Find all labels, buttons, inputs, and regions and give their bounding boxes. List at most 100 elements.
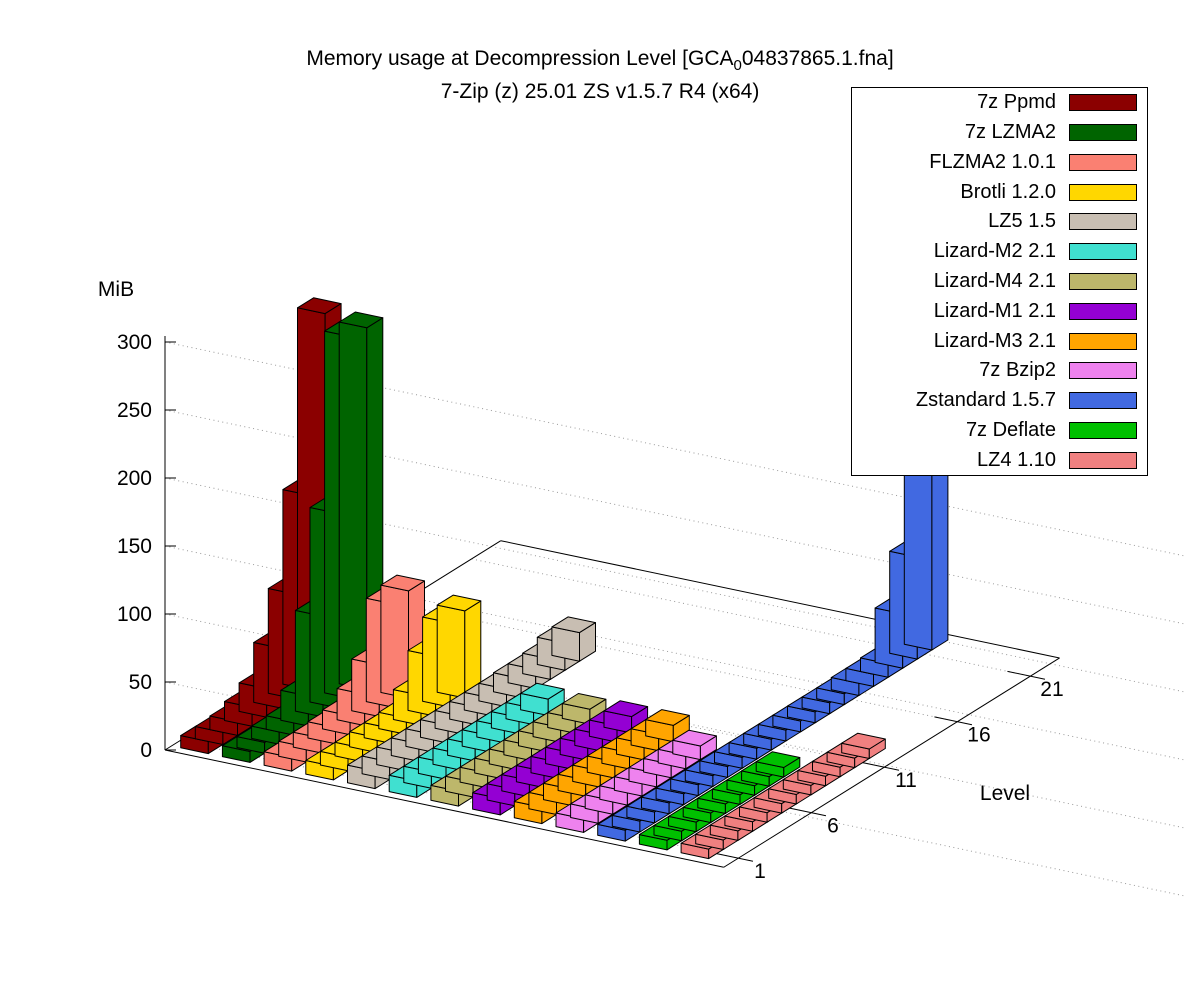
series-7z-deflate <box>638 751 801 851</box>
x-tick-label: 1 <box>754 860 766 883</box>
legend-entry: LZ5 1.5 <box>852 210 1147 233</box>
x-tick <box>861 761 900 771</box>
legend-swatch <box>1069 332 1137 350</box>
legend-label: LZ5 1.5 <box>988 210 1056 233</box>
legend-label: Lizard-M2 2.1 <box>933 240 1056 263</box>
z-tick-label: 300 <box>117 331 152 354</box>
legend-label: Lizard-M3 2.1 <box>933 329 1056 352</box>
bar-face-top <box>561 693 607 710</box>
legend-label: Zstandard 1.5.7 <box>915 389 1056 412</box>
legend-swatch <box>1069 272 1137 290</box>
legend-swatch <box>1069 243 1137 261</box>
x-tick-label: 11 <box>895 769 917 792</box>
legend-label: LZ4 1.10 <box>977 448 1056 471</box>
legend-label: 7z LZMA2 <box>964 121 1056 144</box>
series-zstandard-1-5-7 <box>597 444 949 842</box>
bar-face-top <box>645 709 690 726</box>
legend-swatch <box>1069 213 1137 231</box>
legend-entry: 7z Ppmd <box>852 91 1147 114</box>
bar-face-top <box>380 574 425 592</box>
z-gridline <box>164 545 1186 761</box>
z-tick-label: 200 <box>117 467 152 490</box>
x-tick-label: 16 <box>967 724 990 747</box>
x-tick-label: 6 <box>827 815 839 838</box>
bar-face-side <box>338 321 368 691</box>
series-brotli-1-2-0 <box>305 594 482 781</box>
bar-face-top <box>755 751 801 768</box>
z-gridline <box>164 681 1186 897</box>
legend-entry: Brotli 1.2.0 <box>852 181 1147 203</box>
legend-entry: 7z LZMA2 <box>852 121 1147 144</box>
bar-face-front <box>931 450 949 651</box>
legend-entry: Lizard-M1 2.1 <box>852 300 1147 322</box>
legend-label: Lizard-M1 2.1 <box>933 299 1056 322</box>
floor-edge <box>723 657 1060 868</box>
series-lizard-m1-2-1 <box>472 700 649 816</box>
legend-label: 7z Bzip2 <box>979 359 1056 382</box>
floor-edge <box>500 540 1060 659</box>
x-gridline <box>398 603 958 723</box>
floor-edge <box>164 749 724 868</box>
legend-label: 7z Deflate <box>965 418 1056 441</box>
legend-swatch <box>1069 153 1137 171</box>
series-lz4-1-10 <box>680 732 886 860</box>
x-axis-label: Level <box>980 782 1030 805</box>
legend-entry: Lizard-M4 2.1 <box>852 270 1147 292</box>
x-tick <box>934 716 973 726</box>
legend-swatch <box>1069 302 1137 320</box>
z-tick-label: 150 <box>117 535 152 558</box>
z-axis-label: MiB <box>98 278 134 301</box>
bar-face-top <box>520 682 565 700</box>
z-gridline <box>164 613 1186 829</box>
x-tick <box>715 852 754 862</box>
series-7z-lzma2 <box>221 311 384 763</box>
z-tick-label: 50 <box>129 671 152 694</box>
series-lizard-m3-2-1 <box>513 709 690 825</box>
legend-swatch <box>1069 183 1137 201</box>
series-7z-bzip2 <box>555 729 717 833</box>
z-tick-label: 0 <box>140 739 152 762</box>
x-tick <box>788 807 827 817</box>
legend-label: Lizard-M4 2.1 <box>933 269 1056 292</box>
legend-swatch <box>1069 392 1137 410</box>
legend-swatch <box>1069 94 1137 112</box>
bar-face-top <box>551 616 596 634</box>
chart-title-text: Memory usage at Decompression Level [GCA <box>306 47 734 70</box>
legend-entry: LZ4 1.10 <box>852 449 1147 471</box>
legend-entry: 7z Bzip2 <box>852 359 1147 382</box>
bar-face-top <box>672 729 717 747</box>
legend-label: FLZMA2 1.0.1 <box>929 150 1056 173</box>
chart-title-suffix: 04837865.1.fna] <box>741 47 894 70</box>
z-gridline <box>164 341 1186 557</box>
legend-entry: Lizard-M3 2.1 <box>852 330 1147 352</box>
bar-face-top <box>338 311 384 329</box>
z-tick-label: 250 <box>117 399 152 422</box>
bar-face-top <box>603 700 649 718</box>
legend-swatch <box>1069 124 1137 142</box>
z-gridline <box>164 477 1186 693</box>
bar-face-side <box>380 584 409 699</box>
z-tick-label: 100 <box>117 603 152 626</box>
bar-face-top <box>436 594 482 612</box>
legend-box: 7z Ppmd 7z LZMA2 FLZMA2 1.0.1 Brotli 1.2.0 L… <box>851 87 1148 476</box>
legend-swatch <box>1069 421 1137 439</box>
bars-3d <box>180 297 949 860</box>
series-lizard-m2-2-1 <box>388 682 565 798</box>
x-gridline <box>471 558 1031 677</box>
legend-entry: Zstandard 1.5.7 <box>852 389 1147 412</box>
bar-face-top <box>841 732 886 750</box>
legend-entry: Lizard-M2 2.1 <box>852 240 1147 263</box>
bar-face-side <box>903 454 933 651</box>
chart-title: Memory usage at Decompression Level [GCA… <box>0 47 1200 74</box>
x-tick <box>1007 670 1046 680</box>
legend-entry: 7z Deflate <box>852 419 1147 441</box>
bar-face-side <box>436 604 466 699</box>
x-tick-label: 21 <box>1040 678 1063 701</box>
legend-entry: FLZMA2 1.0.1 <box>852 151 1147 173</box>
legend-swatch <box>1069 362 1137 380</box>
legend-label: Brotli 1.2.0 <box>960 180 1056 203</box>
bar-face-top <box>297 297 342 315</box>
